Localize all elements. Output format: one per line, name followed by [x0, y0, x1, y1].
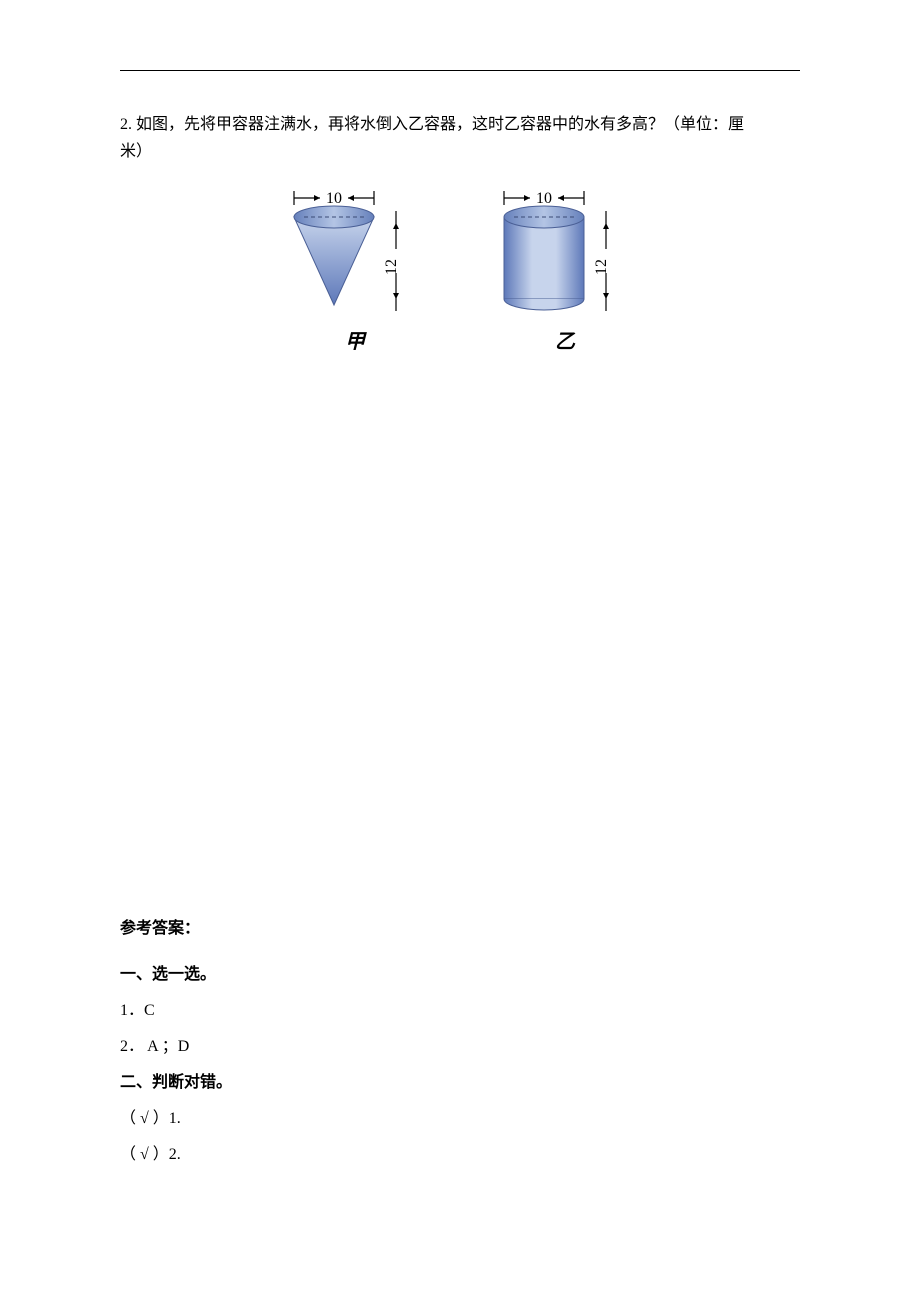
page: 2. 如图，先将甲容器注满水，再将水倒入乙容器，这时乙容器中的水有多高？（单位：…	[0, 0, 920, 1236]
top-rule	[120, 70, 800, 71]
section2-item-2: （ √ ）2.	[120, 1140, 800, 1164]
question-text-line2: 米）	[120, 138, 800, 165]
cone-height-label: 12	[383, 259, 400, 275]
answers-heading: 参考答案：	[120, 914, 800, 938]
cylinder-top-label: 10	[536, 190, 552, 207]
work-space	[120, 354, 800, 914]
cone-caption: 甲	[345, 325, 365, 354]
section2-item-1: （ √ ）1.	[120, 1104, 800, 1128]
cylinder-svg: 10 12	[490, 177, 640, 317]
section1-item-1: 1．C	[120, 996, 800, 1020]
figure-cylinder: 10 12 乙	[490, 177, 640, 354]
section2-title: 二、判断对错。	[120, 1068, 800, 1092]
figures-row: 10 12 甲	[120, 177, 800, 354]
section1-title: 一、选一选。	[120, 960, 800, 984]
cylinder-caption: 乙	[555, 325, 575, 354]
cylinder-height-label: 12	[593, 259, 610, 275]
figure-cone: 10 12 甲	[280, 177, 430, 354]
cone-svg: 10 12	[280, 177, 430, 317]
section1-item-2: 2． A ；D	[120, 1032, 800, 1056]
question-text-line1: 2. 如图，先将甲容器注满水，再将水倒入乙容器，这时乙容器中的水有多高？（单位：…	[120, 111, 800, 138]
cone-top-label: 10	[326, 190, 342, 207]
